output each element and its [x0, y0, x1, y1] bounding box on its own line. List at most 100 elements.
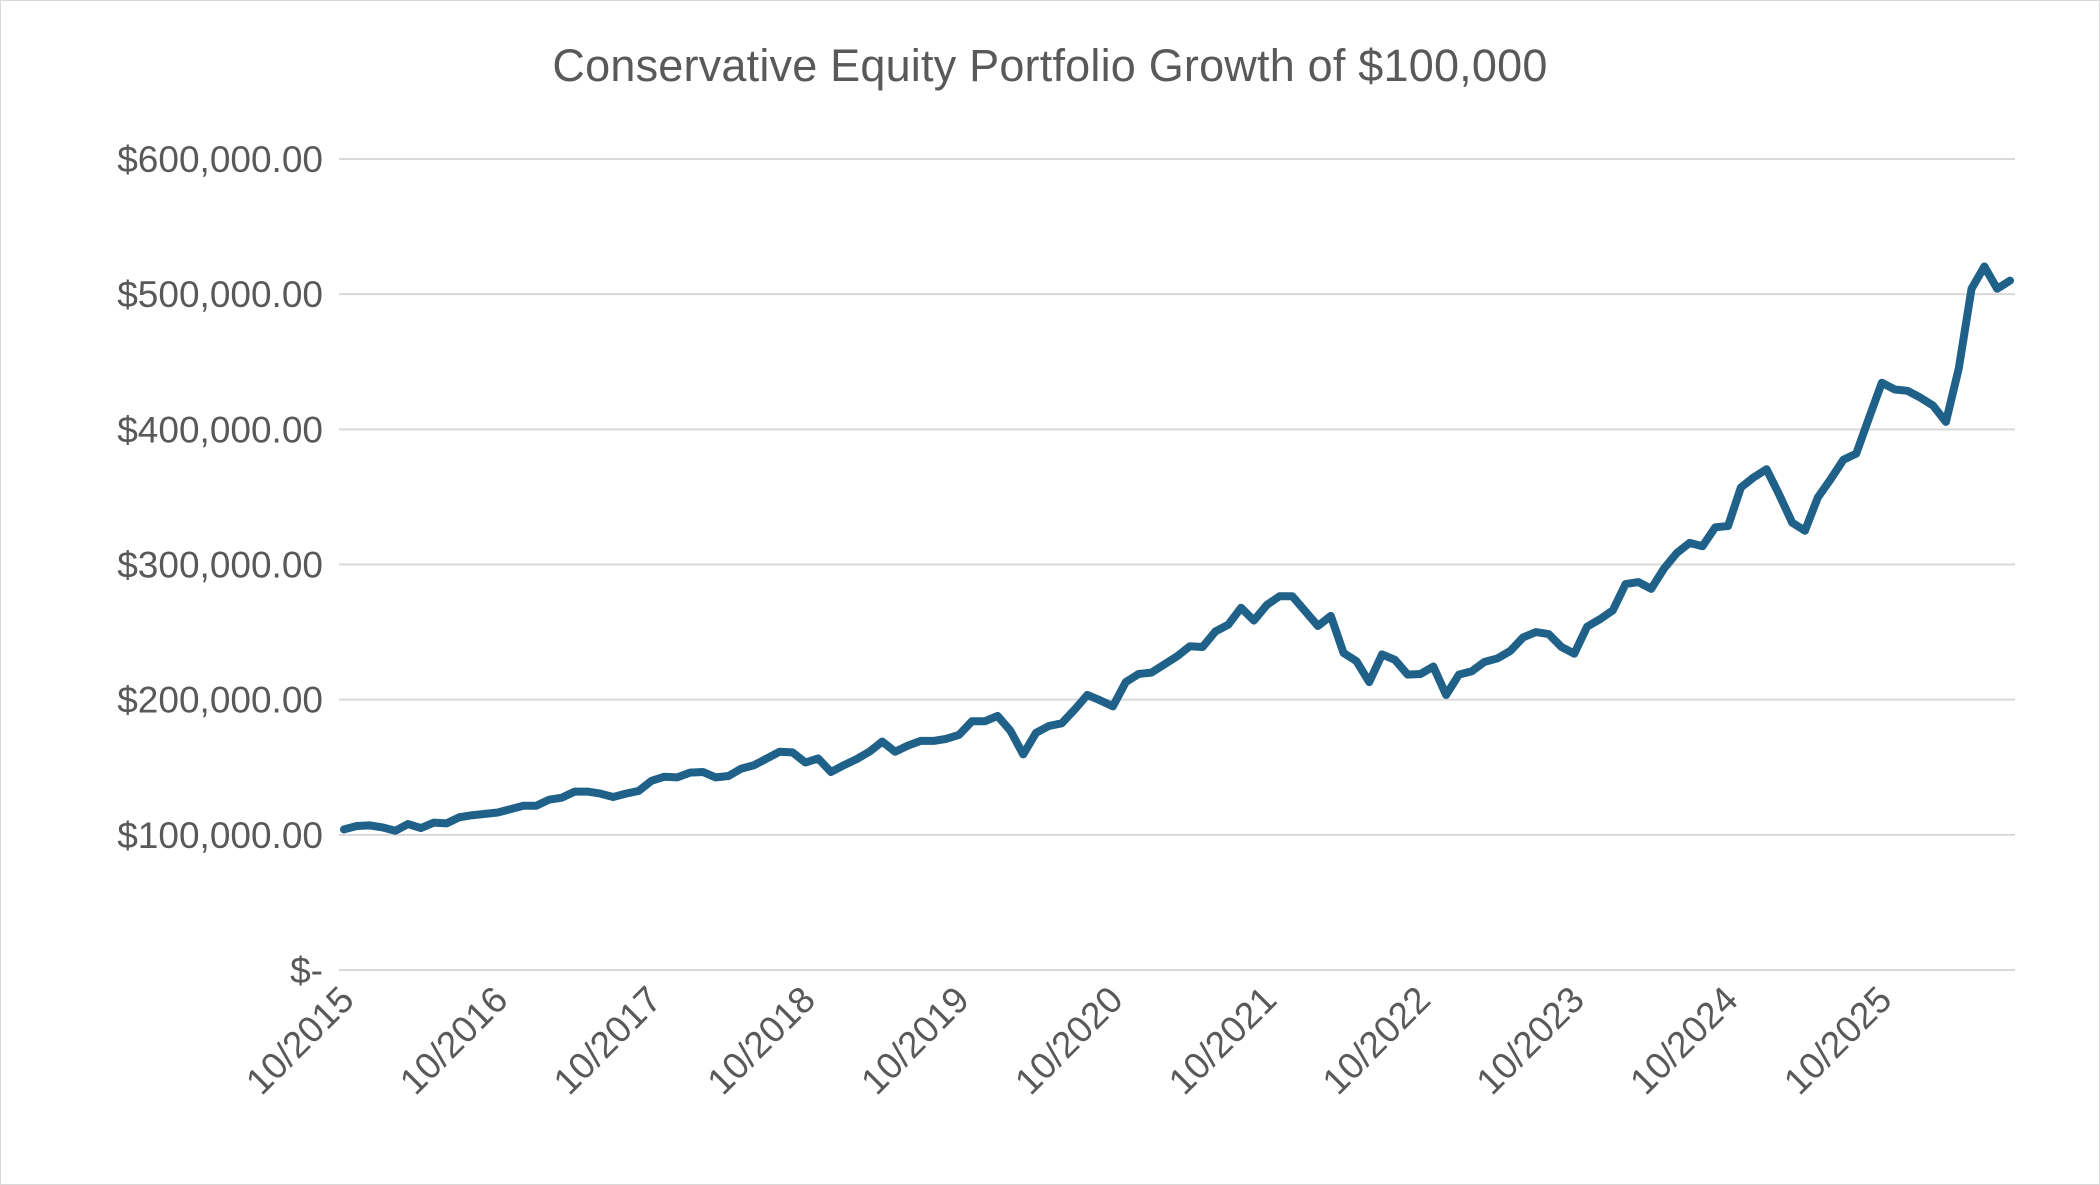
- data-point: [1007, 728, 1013, 734]
- data-point: [495, 810, 501, 816]
- data-point: [1417, 671, 1423, 677]
- data-point: [1225, 622, 1231, 628]
- data-point: [1623, 581, 1629, 587]
- data-point: [1071, 707, 1077, 713]
- data-point: [1571, 651, 1577, 657]
- data-point: [341, 826, 347, 832]
- data-point: [1546, 631, 1552, 637]
- data-point: [1251, 618, 1257, 624]
- x-tick-label: 10/2025: [1776, 979, 1900, 1103]
- x-tick-label: 10/2023: [1468, 979, 1592, 1103]
- data-point: [1507, 648, 1513, 654]
- data-point: [1776, 492, 1782, 498]
- data-point: [738, 766, 744, 772]
- data-point: [1725, 523, 1731, 529]
- data-point: [1046, 723, 1052, 729]
- data-point: [1341, 650, 1347, 656]
- data-point: [1494, 655, 1500, 661]
- data-point: [841, 762, 847, 768]
- x-axis-labels: 10/2015 10/2016 10/2017 10/2018 10/2019 10/20…: [238, 979, 1899, 1103]
- data-point: [725, 773, 731, 779]
- data-point: [520, 803, 526, 809]
- data-point: [1879, 380, 1885, 386]
- data-point: [546, 797, 552, 803]
- data-point: [1956, 366, 1962, 372]
- data-point: [892, 749, 898, 755]
- data-point: [1610, 607, 1616, 613]
- data-point: [1392, 657, 1398, 663]
- data-point: [572, 789, 578, 795]
- data-point: [1097, 697, 1103, 703]
- series-line: [340, 262, 2014, 835]
- data-point: [1648, 586, 1654, 592]
- y-tick-label: $400,000.00: [117, 409, 323, 450]
- data-point: [1751, 474, 1757, 480]
- data-point: [943, 736, 949, 742]
- data-point: [469, 812, 475, 818]
- x-tick-label: 10/2017: [546, 979, 670, 1103]
- data-point: [1315, 623, 1321, 629]
- x-tick-label: 10/2024: [1622, 979, 1746, 1103]
- data-point: [854, 756, 860, 762]
- data-point: [931, 738, 937, 744]
- data-point: [418, 825, 424, 831]
- data-point: [1405, 672, 1411, 678]
- data-point: [1904, 388, 1910, 394]
- data-point: [1969, 286, 1975, 292]
- y-tick-label: $600,000.00: [117, 139, 323, 180]
- data-point: [508, 806, 514, 812]
- data-point: [1917, 395, 1923, 401]
- data-point: [1815, 495, 1821, 501]
- data-point: [777, 749, 783, 755]
- data-point: [1020, 751, 1026, 757]
- data-point: [1187, 643, 1193, 649]
- data-point: [610, 794, 616, 800]
- data-point: [1712, 524, 1718, 530]
- data-point: [866, 749, 872, 755]
- data-point: [636, 788, 642, 794]
- data-point: [1802, 528, 1808, 534]
- data-point: [559, 795, 565, 801]
- data-point: [790, 749, 796, 755]
- data-point: [584, 789, 590, 795]
- data-point: [1059, 720, 1065, 726]
- y-tick-label: $300,000.00: [117, 545, 323, 586]
- y-tick-label: $500,000.00: [117, 274, 323, 315]
- data-point: [995, 713, 1001, 719]
- data-point: [1277, 593, 1283, 599]
- data-point: [1840, 457, 1846, 463]
- data-point: [700, 769, 706, 775]
- data-point: [1430, 664, 1436, 670]
- data-point: [1033, 730, 1039, 736]
- data-point: [1161, 662, 1167, 668]
- data-point: [1943, 419, 1949, 425]
- data-point: [1853, 451, 1859, 457]
- data-point: [764, 755, 770, 761]
- x-tick-label: 10/2020: [1007, 979, 1131, 1103]
- data-point: [1212, 628, 1218, 634]
- data-point: [687, 770, 693, 776]
- data-point: [482, 811, 488, 817]
- data-point: [713, 774, 719, 780]
- x-tick-label: 10/2021: [1161, 979, 1285, 1103]
- data-point: [1456, 672, 1462, 678]
- data-point: [1674, 550, 1680, 556]
- data-point: [1379, 651, 1385, 657]
- data-point: [1764, 466, 1770, 472]
- data-point: [1366, 679, 1372, 685]
- x-tick-label: 10/2015: [238, 979, 362, 1103]
- data-point: [1687, 540, 1693, 546]
- data-point: [367, 822, 373, 828]
- data-point: [623, 791, 629, 797]
- data-point: [444, 820, 450, 826]
- plot-area: [340, 262, 2014, 835]
- data-point: [969, 718, 975, 724]
- data-point: [392, 828, 398, 834]
- data-point: [1866, 415, 1872, 421]
- data-point: [1084, 692, 1090, 698]
- data-point: [1520, 634, 1526, 640]
- y-tick-label: $100,000.00: [117, 815, 323, 856]
- data-point: [1789, 520, 1795, 526]
- data-point: [379, 824, 385, 830]
- data-point: [1148, 670, 1154, 676]
